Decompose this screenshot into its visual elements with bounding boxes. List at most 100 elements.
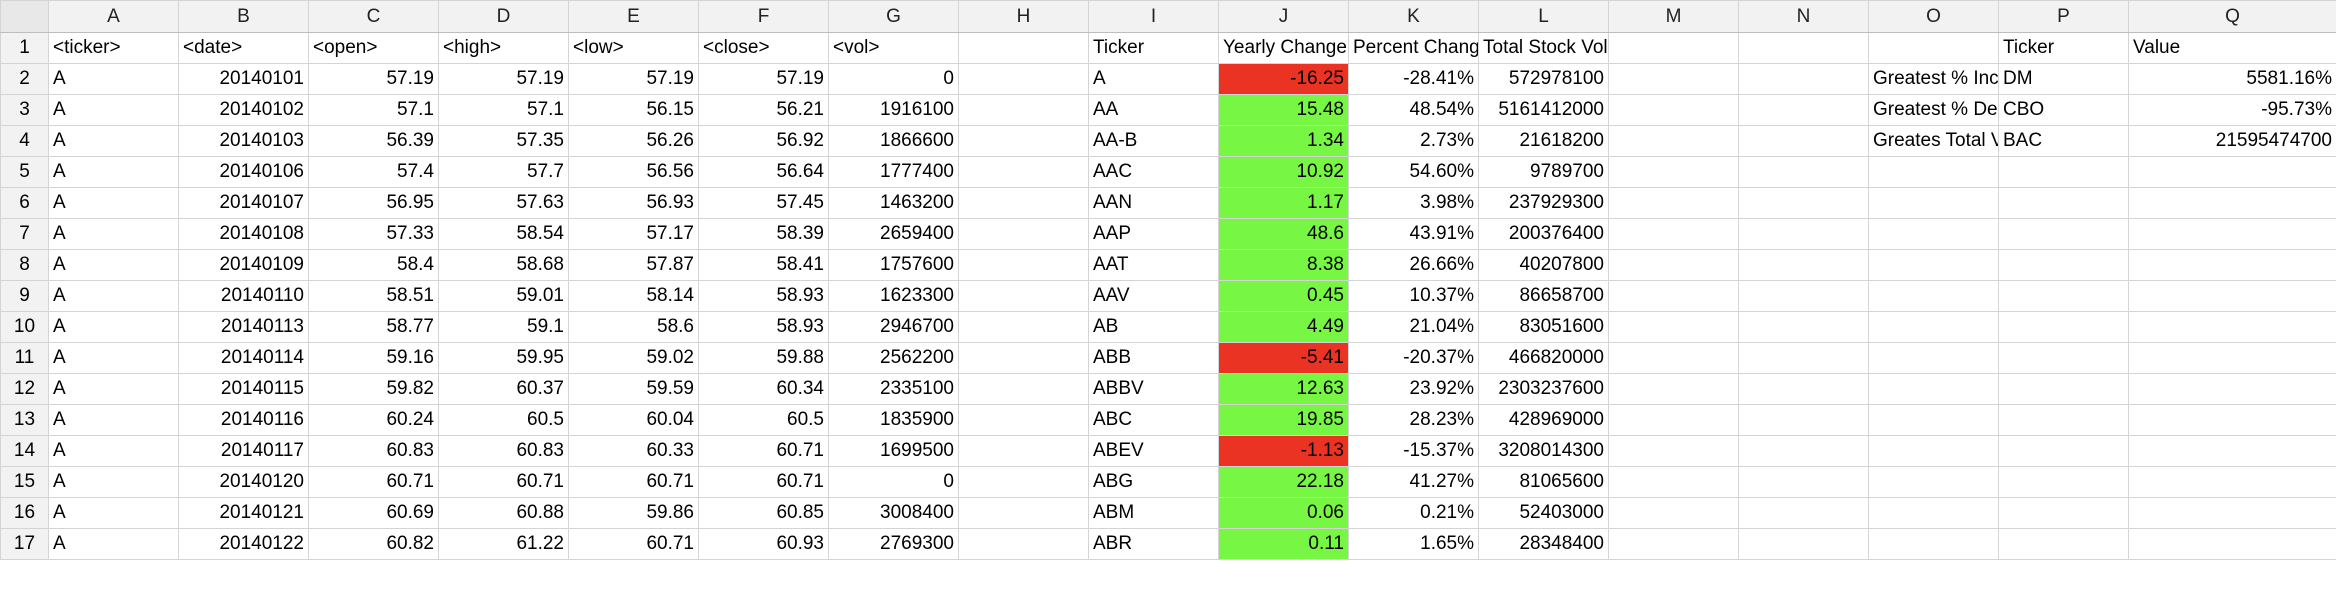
cell-k1[interactable]: Percent Change <box>1348 32 1479 64</box>
cell-d6[interactable]: 57.63 <box>438 187 569 219</box>
cell-l13[interactable]: 428969000 <box>1478 404 1609 436</box>
cell-g6[interactable]: 1463200 <box>828 187 959 219</box>
cell-b14[interactable]: 20140117 <box>178 435 309 467</box>
cell-h1[interactable] <box>958 32 1089 64</box>
cell-o6[interactable] <box>1868 187 1999 219</box>
cell-d4[interactable]: 57.35 <box>438 125 569 157</box>
cell-a4[interactable]: A <box>48 125 179 157</box>
cell-q10[interactable] <box>2128 311 2336 343</box>
cell-i6[interactable]: AAN <box>1088 187 1219 219</box>
cell-k8[interactable]: 26.66% <box>1348 249 1479 281</box>
cell-b2[interactable]: 20140101 <box>178 63 309 95</box>
select-all-corner[interactable] <box>0 0 49 33</box>
cell-j5[interactable]: 10.92 <box>1218 156 1349 188</box>
cell-f11[interactable]: 59.88 <box>698 342 829 374</box>
cell-e11[interactable]: 59.02 <box>568 342 699 374</box>
cell-q13[interactable] <box>2128 404 2336 436</box>
cell-q15[interactable] <box>2128 466 2336 498</box>
cell-n6[interactable] <box>1738 187 1869 219</box>
cell-b1[interactable]: <date> <box>178 32 309 64</box>
cell-c8[interactable]: 58.4 <box>308 249 439 281</box>
cell-l9[interactable]: 86658700 <box>1478 280 1609 312</box>
cell-d8[interactable]: 58.68 <box>438 249 569 281</box>
cell-q16[interactable] <box>2128 497 2336 529</box>
cell-g12[interactable]: 2335100 <box>828 373 959 405</box>
cell-h7[interactable] <box>958 218 1089 250</box>
cell-d13[interactable]: 60.5 <box>438 404 569 436</box>
cell-g7[interactable]: 2659400 <box>828 218 959 250</box>
cell-c16[interactable]: 60.69 <box>308 497 439 529</box>
cell-g5[interactable]: 1777400 <box>828 156 959 188</box>
cell-b4[interactable]: 20140103 <box>178 125 309 157</box>
cell-i7[interactable]: AAP <box>1088 218 1219 250</box>
cell-h2[interactable] <box>958 63 1089 95</box>
cell-d11[interactable]: 59.95 <box>438 342 569 374</box>
cell-o2[interactable]: Greatest % Increase <box>1868 63 1999 95</box>
cell-q9[interactable] <box>2128 280 2336 312</box>
cell-p6[interactable] <box>1998 187 2129 219</box>
row-header[interactable]: 17 <box>0 528 49 560</box>
cell-p4[interactable]: BAC <box>1998 125 2129 157</box>
cell-m4[interactable] <box>1608 125 1739 157</box>
cell-n2[interactable] <box>1738 63 1869 95</box>
cell-j1[interactable]: Yearly Change <box>1218 32 1349 64</box>
cell-d7[interactable]: 58.54 <box>438 218 569 250</box>
cell-j14[interactable]: -1.13 <box>1218 435 1349 467</box>
cell-f14[interactable]: 60.71 <box>698 435 829 467</box>
row-header[interactable]: 15 <box>0 466 49 498</box>
cell-n14[interactable] <box>1738 435 1869 467</box>
cell-f8[interactable]: 58.41 <box>698 249 829 281</box>
cell-n9[interactable] <box>1738 280 1869 312</box>
cell-i11[interactable]: ABB <box>1088 342 1219 374</box>
cell-q2[interactable]: 5581.16% <box>2128 63 2336 95</box>
cell-j3[interactable]: 15.48 <box>1218 94 1349 126</box>
column-header-m[interactable]: M <box>1608 0 1739 33</box>
cell-k5[interactable]: 54.60% <box>1348 156 1479 188</box>
cell-e6[interactable]: 56.93 <box>568 187 699 219</box>
cell-e10[interactable]: 58.6 <box>568 311 699 343</box>
cell-b10[interactable]: 20140113 <box>178 311 309 343</box>
cell-i17[interactable]: ABR <box>1088 528 1219 560</box>
cell-m9[interactable] <box>1608 280 1739 312</box>
cell-c5[interactable]: 57.4 <box>308 156 439 188</box>
cell-d12[interactable]: 60.37 <box>438 373 569 405</box>
row-header[interactable]: 16 <box>0 497 49 529</box>
cell-f7[interactable]: 58.39 <box>698 218 829 250</box>
cell-j10[interactable]: 4.49 <box>1218 311 1349 343</box>
cell-g1[interactable]: <vol> <box>828 32 959 64</box>
cell-d16[interactable]: 60.88 <box>438 497 569 529</box>
cell-q14[interactable] <box>2128 435 2336 467</box>
cell-c9[interactable]: 58.51 <box>308 280 439 312</box>
cell-b8[interactable]: 20140109 <box>178 249 309 281</box>
cell-p1[interactable]: Ticker <box>1998 32 2129 64</box>
row-header[interactable]: 10 <box>0 311 49 343</box>
cell-p13[interactable] <box>1998 404 2129 436</box>
row-header[interactable]: 9 <box>0 280 49 312</box>
cell-f9[interactable]: 58.93 <box>698 280 829 312</box>
cell-k2[interactable]: -28.41% <box>1348 63 1479 95</box>
cell-a7[interactable]: A <box>48 218 179 250</box>
column-header-o[interactable]: O <box>1868 0 1999 33</box>
cell-h9[interactable] <box>958 280 1089 312</box>
cell-l1[interactable]: Total Stock Volume <box>1478 32 1609 64</box>
column-header-i[interactable]: I <box>1088 0 1219 33</box>
cell-f16[interactable]: 60.85 <box>698 497 829 529</box>
row-header[interactable]: 1 <box>0 32 49 64</box>
cell-b15[interactable]: 20140120 <box>178 466 309 498</box>
cell-o11[interactable] <box>1868 342 1999 374</box>
cell-e9[interactable]: 58.14 <box>568 280 699 312</box>
cell-j4[interactable]: 1.34 <box>1218 125 1349 157</box>
cell-q6[interactable] <box>2128 187 2336 219</box>
cell-l14[interactable]: 3208014300 <box>1478 435 1609 467</box>
cell-m16[interactable] <box>1608 497 1739 529</box>
cell-l3[interactable]: 5161412000 <box>1478 94 1609 126</box>
cell-e1[interactable]: <low> <box>568 32 699 64</box>
cell-b13[interactable]: 20140116 <box>178 404 309 436</box>
cell-f17[interactable]: 60.93 <box>698 528 829 560</box>
cell-n1[interactable] <box>1738 32 1869 64</box>
cell-i8[interactable]: AAT <box>1088 249 1219 281</box>
cell-h11[interactable] <box>958 342 1089 374</box>
cell-g4[interactable]: 1866600 <box>828 125 959 157</box>
cell-a11[interactable]: A <box>48 342 179 374</box>
cell-m14[interactable] <box>1608 435 1739 467</box>
